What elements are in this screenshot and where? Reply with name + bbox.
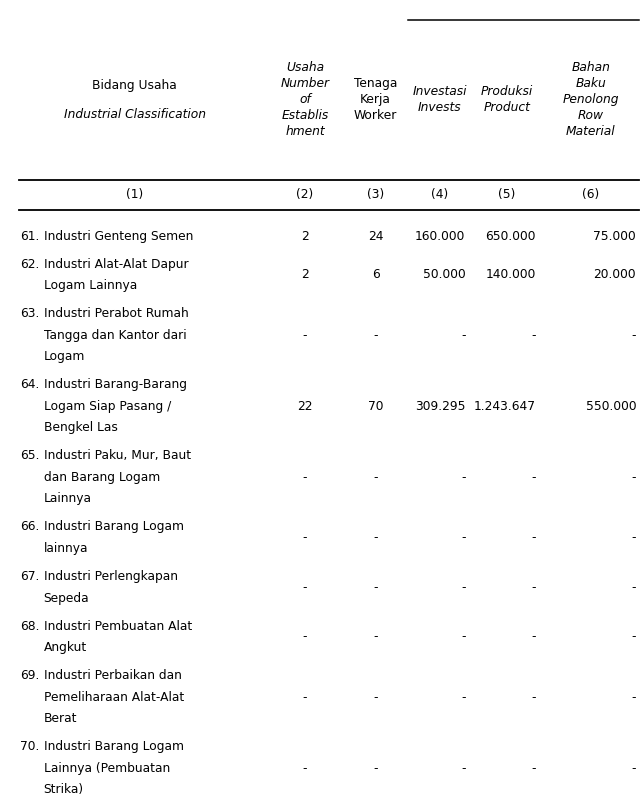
- Text: -: -: [632, 761, 636, 775]
- Text: -: -: [532, 761, 536, 775]
- Text: Usaha
Number
of
Establis
hment: Usaha Number of Establis hment: [281, 62, 329, 138]
- Text: -: -: [302, 690, 308, 704]
- Text: -: -: [373, 328, 378, 342]
- Text: 70: 70: [368, 400, 383, 413]
- Text: -: -: [632, 531, 636, 544]
- Text: -: -: [532, 328, 536, 342]
- Text: Logam Lainnya: Logam Lainnya: [44, 279, 137, 292]
- Text: Lainnya (Pembuatan: Lainnya (Pembuatan: [44, 761, 170, 775]
- Text: 75.000: 75.000: [593, 229, 636, 243]
- Text: -: -: [532, 531, 536, 544]
- Text: 650.000: 650.000: [485, 229, 536, 243]
- Text: 68.: 68.: [20, 619, 39, 633]
- Text: -: -: [461, 690, 465, 704]
- Text: 2: 2: [301, 229, 309, 243]
- Text: Bidang Usaha: Bidang Usaha: [92, 79, 177, 92]
- Text: -: -: [373, 630, 378, 643]
- Text: -: -: [302, 581, 308, 594]
- Text: Angkut: Angkut: [44, 641, 87, 654]
- Text: (2): (2): [297, 189, 313, 201]
- Text: -: -: [302, 531, 308, 544]
- Text: -: -: [302, 630, 308, 643]
- Text: Tenaga
Kerja
Worker: Tenaga Kerja Worker: [354, 78, 397, 122]
- Text: 61.: 61.: [20, 229, 39, 243]
- Text: 50.000: 50.000: [422, 268, 465, 281]
- Text: -: -: [461, 761, 465, 775]
- Text: Sepeda: Sepeda: [44, 591, 89, 605]
- Text: -: -: [532, 581, 536, 594]
- Text: (3): (3): [367, 189, 384, 201]
- Text: 2: 2: [301, 268, 309, 281]
- Text: -: -: [632, 630, 636, 643]
- Text: 64.: 64.: [20, 378, 39, 392]
- Text: dan Barang Logam: dan Barang Logam: [44, 471, 160, 484]
- Text: 69.: 69.: [20, 669, 39, 682]
- Text: (5): (5): [498, 189, 516, 201]
- Text: Industri Genteng Semen: Industri Genteng Semen: [44, 229, 193, 243]
- Text: -: -: [632, 581, 636, 594]
- Text: Industri Alat-Alat Dapur: Industri Alat-Alat Dapur: [44, 257, 188, 271]
- Text: Bengkel Las: Bengkel Las: [44, 421, 117, 435]
- Text: Logam: Logam: [44, 350, 85, 364]
- Text: -: -: [373, 690, 378, 704]
- Text: 1.243.647: 1.243.647: [474, 400, 536, 413]
- Text: (4): (4): [431, 189, 448, 201]
- Text: Pemeliharaan Alat-Alat: Pemeliharaan Alat-Alat: [44, 690, 184, 704]
- Text: -: -: [532, 690, 536, 704]
- Text: 63.: 63.: [20, 307, 39, 320]
- Text: 62.: 62.: [20, 257, 39, 271]
- Text: Produksi
Product: Produksi Product: [481, 85, 534, 114]
- Text: -: -: [632, 690, 636, 704]
- Text: 140.000: 140.000: [486, 268, 536, 281]
- Text: -: -: [302, 471, 308, 484]
- Text: Strika): Strika): [44, 783, 83, 797]
- Text: Bahan
Baku
Penolong
Row
Material: Bahan Baku Penolong Row Material: [562, 62, 619, 138]
- Text: Industri Perbaikan dan: Industri Perbaikan dan: [44, 669, 182, 682]
- Text: -: -: [461, 581, 465, 594]
- Text: -: -: [532, 471, 536, 484]
- Text: Industri Barang Logam: Industri Barang Logam: [44, 520, 184, 534]
- Text: -: -: [373, 531, 378, 544]
- Text: Industri Pembuatan Alat: Industri Pembuatan Alat: [44, 619, 192, 633]
- Text: -: -: [461, 328, 465, 342]
- Text: -: -: [373, 581, 378, 594]
- Text: -: -: [632, 328, 636, 342]
- Text: Industri Paku, Mur, Baut: Industri Paku, Mur, Baut: [44, 449, 191, 463]
- Text: -: -: [302, 328, 308, 342]
- Text: 66.: 66.: [20, 520, 39, 534]
- Text: Tangga dan Kantor dari: Tangga dan Kantor dari: [44, 328, 186, 342]
- Text: -: -: [461, 471, 465, 484]
- Text: -: -: [373, 471, 378, 484]
- Text: Berat: Berat: [44, 712, 77, 725]
- Text: lainnya: lainnya: [44, 542, 88, 555]
- Text: 70.: 70.: [20, 740, 39, 753]
- Text: -: -: [302, 761, 308, 775]
- Text: 67.: 67.: [20, 570, 39, 583]
- Text: 550.000: 550.000: [586, 400, 636, 413]
- Text: Investasi
Invests: Investasi Invests: [413, 85, 467, 114]
- Text: Logam Siap Pasang /: Logam Siap Pasang /: [44, 400, 171, 413]
- Text: -: -: [532, 630, 536, 643]
- Text: 22: 22: [297, 400, 313, 413]
- Text: Industrial Classification: Industrial Classification: [64, 108, 206, 121]
- Text: 24: 24: [368, 229, 383, 243]
- Text: 65.: 65.: [20, 449, 39, 463]
- Text: 309.295: 309.295: [415, 400, 465, 413]
- Text: Lainnya: Lainnya: [44, 492, 92, 506]
- Text: 160.000: 160.000: [415, 229, 465, 243]
- Text: 6: 6: [372, 268, 379, 281]
- Text: -: -: [373, 761, 378, 775]
- Text: (1): (1): [126, 189, 143, 201]
- Text: Industri Perabot Rumah: Industri Perabot Rumah: [44, 307, 188, 320]
- Text: Industri Barang-Barang: Industri Barang-Barang: [44, 378, 187, 392]
- Text: Industri Perlengkapan: Industri Perlengkapan: [44, 570, 178, 583]
- Text: -: -: [632, 471, 636, 484]
- Text: -: -: [461, 630, 465, 643]
- Text: 20.000: 20.000: [594, 268, 636, 281]
- Text: (6): (6): [582, 189, 599, 201]
- Text: Industri Barang Logam: Industri Barang Logam: [44, 740, 184, 753]
- Text: -: -: [461, 531, 465, 544]
